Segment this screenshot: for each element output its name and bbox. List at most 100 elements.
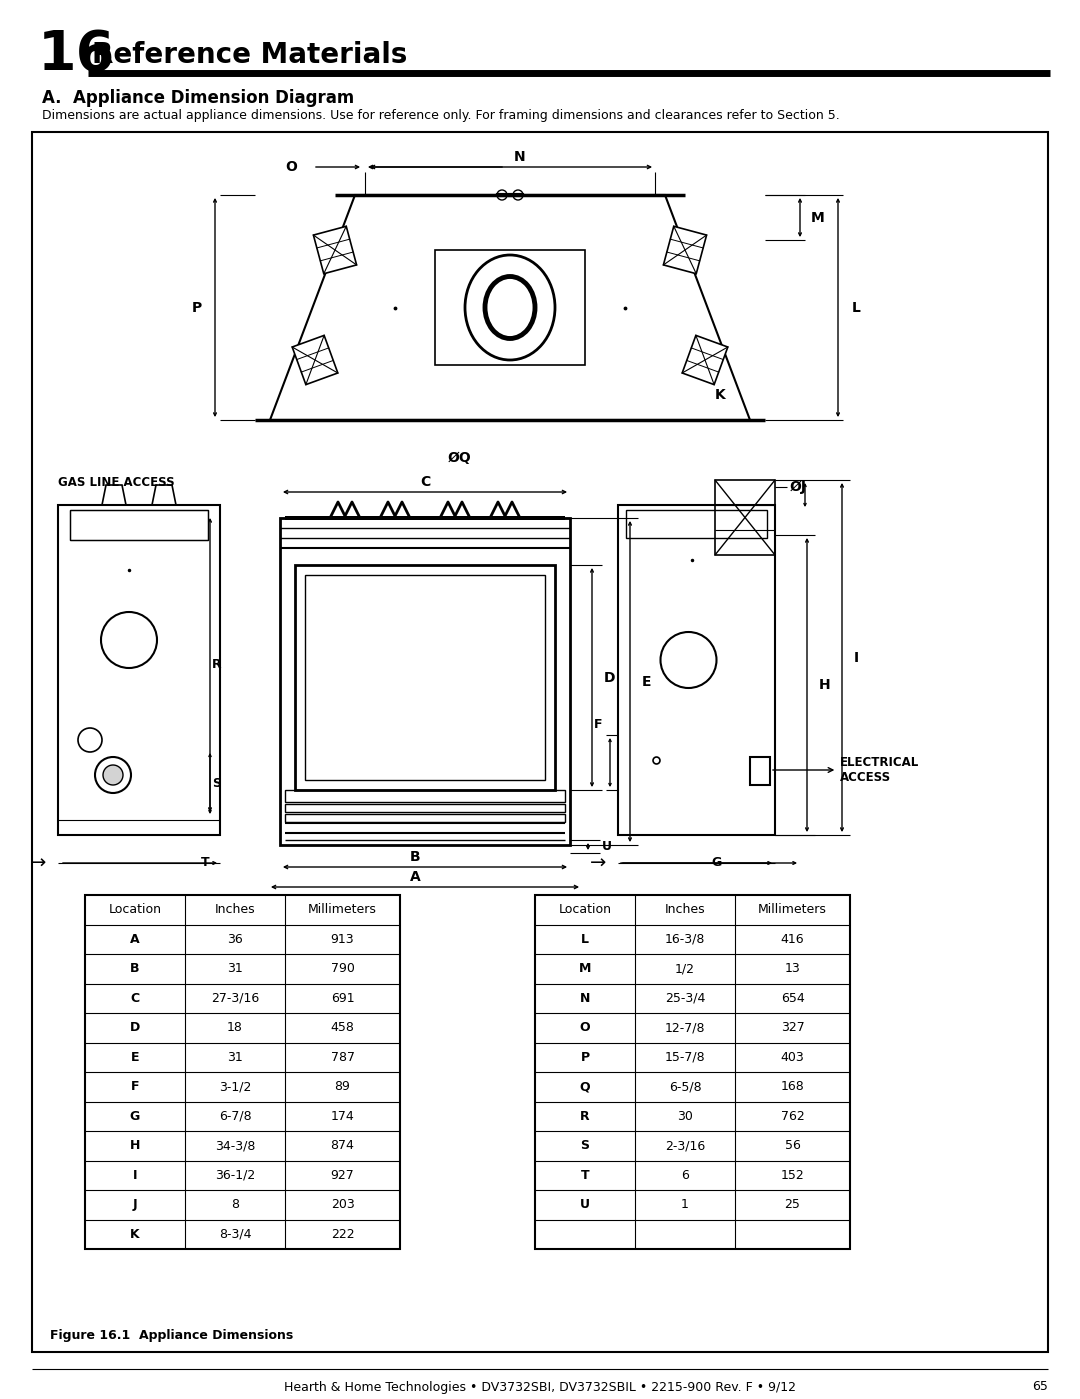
Text: 222: 222 <box>330 1228 354 1241</box>
Text: 152: 152 <box>781 1168 805 1182</box>
Text: 458: 458 <box>330 1021 354 1034</box>
Text: F: F <box>594 719 603 732</box>
Text: 56: 56 <box>784 1139 800 1153</box>
Text: 12-7/8: 12-7/8 <box>665 1021 705 1034</box>
Text: →: → <box>590 853 606 873</box>
Text: H: H <box>130 1139 140 1153</box>
Bar <box>535 895 850 1249</box>
Text: 927: 927 <box>330 1168 354 1182</box>
Bar <box>285 516 565 520</box>
Text: 65: 65 <box>1032 1381 1048 1393</box>
Text: P: P <box>192 301 202 315</box>
Text: U: U <box>580 1199 590 1212</box>
Text: 31: 31 <box>227 963 243 975</box>
Bar <box>58 505 220 835</box>
Text: A: A <box>131 933 139 946</box>
Text: 787: 787 <box>330 1051 354 1063</box>
Text: Inches: Inches <box>664 904 705 916</box>
Text: 790: 790 <box>330 963 354 975</box>
Bar <box>750 757 770 785</box>
Text: G: G <box>712 856 721 870</box>
Bar <box>70 511 208 540</box>
Bar <box>663 227 706 274</box>
Text: 36: 36 <box>227 933 243 946</box>
Text: 174: 174 <box>330 1109 354 1123</box>
Text: T: T <box>581 1168 590 1182</box>
Text: Location: Location <box>558 904 611 916</box>
Text: R: R <box>580 1109 590 1123</box>
Bar <box>683 336 728 385</box>
Text: 168: 168 <box>781 1080 805 1093</box>
Text: 30: 30 <box>677 1109 693 1123</box>
Text: →: → <box>30 853 46 873</box>
Text: 13: 13 <box>785 963 800 975</box>
Text: D: D <box>604 670 616 684</box>
Circle shape <box>513 190 523 200</box>
Bar <box>715 480 775 555</box>
Text: 762: 762 <box>781 1109 805 1123</box>
Text: O: O <box>580 1021 591 1034</box>
Bar <box>285 814 565 823</box>
Bar <box>70 511 208 540</box>
Text: C: C <box>131 992 139 1004</box>
Text: T: T <box>201 856 210 869</box>
Text: Inches: Inches <box>215 904 255 916</box>
Text: Dimensions are actual appliance dimensions. Use for reference only. For framing : Dimensions are actual appliance dimensio… <box>42 109 840 123</box>
Bar <box>626 511 767 539</box>
Circle shape <box>103 765 123 785</box>
Text: GAS LINE ACCESS: GAS LINE ACCESS <box>58 476 175 488</box>
Text: 1/2: 1/2 <box>675 963 696 975</box>
Text: ELECTRICAL
ACCESS: ELECTRICAL ACCESS <box>773 755 919 783</box>
Bar <box>295 565 555 790</box>
Bar <box>618 505 775 835</box>
Text: M: M <box>579 963 591 975</box>
Bar <box>85 895 400 1249</box>
Text: H: H <box>819 679 831 693</box>
Text: 416: 416 <box>781 933 805 946</box>
Text: P: P <box>580 1051 590 1063</box>
Text: Millimeters: Millimeters <box>758 904 827 916</box>
Bar <box>293 336 338 385</box>
Bar <box>32 132 1048 1351</box>
Text: 874: 874 <box>330 1139 354 1153</box>
Text: 31: 31 <box>227 1051 243 1063</box>
Text: Hearth & Home Technologies • DV3732SBI, DV3732SBIL • 2215-900 Rev. F • 9/12: Hearth & Home Technologies • DV3732SBI, … <box>284 1381 796 1393</box>
Text: 27-3/16: 27-3/16 <box>211 992 259 1004</box>
Text: E: E <box>131 1051 139 1063</box>
Text: 15-7/8: 15-7/8 <box>664 1051 705 1063</box>
Text: I: I <box>133 1168 137 1182</box>
Text: 16-3/8: 16-3/8 <box>665 933 705 946</box>
Text: J: J <box>133 1199 137 1212</box>
Text: Q: Q <box>580 1080 591 1093</box>
Text: K: K <box>131 1228 139 1241</box>
Text: B: B <box>131 963 139 975</box>
Text: 3-1/2: 3-1/2 <box>219 1080 252 1093</box>
Text: 2-3/16: 2-3/16 <box>665 1139 705 1153</box>
Text: 8: 8 <box>231 1199 239 1212</box>
Bar <box>435 250 585 365</box>
Text: L: L <box>581 933 589 946</box>
Text: 654: 654 <box>781 992 805 1004</box>
Bar <box>285 804 565 811</box>
Bar <box>280 518 570 845</box>
Text: 403: 403 <box>781 1051 805 1063</box>
Text: 25-3/4: 25-3/4 <box>665 992 705 1004</box>
Text: O: O <box>285 159 297 173</box>
Text: E: E <box>642 674 651 688</box>
Text: N: N <box>580 992 590 1004</box>
Text: Millimeters: Millimeters <box>308 904 377 916</box>
Text: 6-5/8: 6-5/8 <box>669 1080 701 1093</box>
Text: R: R <box>212 659 221 672</box>
Text: F: F <box>131 1080 139 1093</box>
Text: 6-7/8: 6-7/8 <box>218 1109 252 1123</box>
Text: N: N <box>514 150 526 164</box>
Text: Figure 16.1  Appliance Dimensions: Figure 16.1 Appliance Dimensions <box>50 1329 294 1343</box>
Text: 203: 203 <box>330 1199 354 1212</box>
Text: K: K <box>715 388 726 402</box>
Text: Reference Materials: Reference Materials <box>92 41 407 69</box>
Text: ØQ: ØQ <box>448 450 472 464</box>
Text: 913: 913 <box>330 933 354 946</box>
Text: 34-3/8: 34-3/8 <box>215 1139 255 1153</box>
Text: A.  Appliance Dimension Diagram: A. Appliance Dimension Diagram <box>42 90 354 106</box>
Text: 691: 691 <box>330 992 354 1004</box>
